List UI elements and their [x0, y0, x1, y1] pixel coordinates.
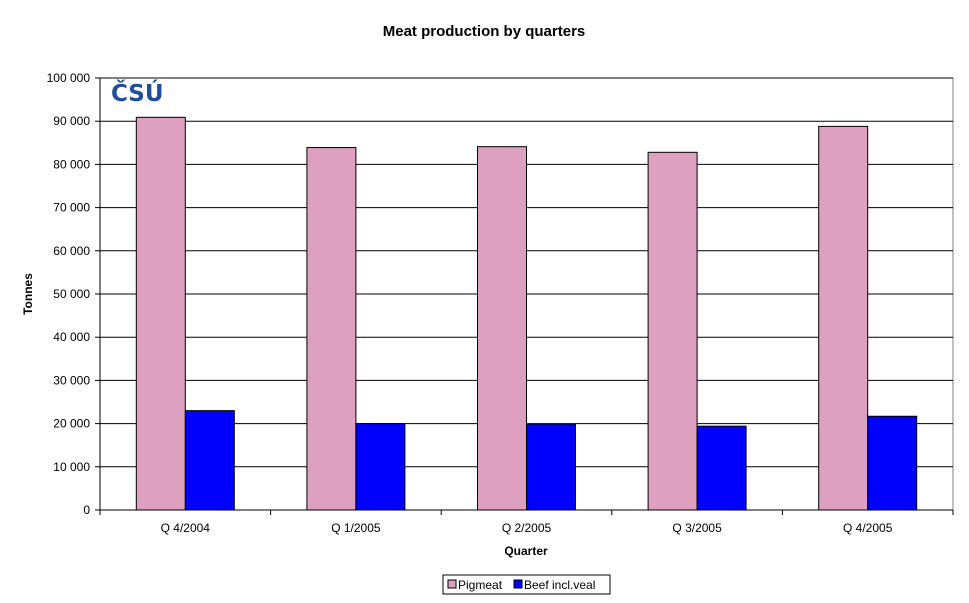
- bar-pigmeat: [306, 147, 357, 511]
- bar-beef-incl-veal: [526, 423, 576, 511]
- y-tick-label: 30 000: [53, 373, 90, 387]
- y-tick-label: 100 000: [47, 71, 91, 85]
- x-axis-title: Quarter: [504, 544, 548, 558]
- bar-pigmeat: [647, 151, 698, 511]
- bar-beef-incl-veal: [355, 423, 406, 511]
- x-tick-label: Q 2/2005: [502, 521, 552, 535]
- legend-label-pigmeat: Pigmeat: [458, 578, 503, 592]
- y-tick-label: 90 000: [53, 114, 90, 128]
- bar-pigmeat: [477, 146, 527, 511]
- gridlines: [100, 77, 953, 468]
- y-tick-label: 40 000: [53, 330, 90, 344]
- y-tick-label: 0: [83, 503, 90, 517]
- y-tick-label: 60 000: [53, 244, 90, 258]
- legend-label-beef: Beef incl.veal: [524, 578, 595, 592]
- x-tick-label: Q 3/2005: [672, 521, 722, 535]
- csu-logo: ČSÚ: [111, 79, 164, 107]
- bar-beef-incl-veal: [867, 415, 918, 511]
- x-tick-label: Q 4/2004: [161, 521, 211, 535]
- chart-title: Meat production by quarters: [383, 23, 586, 40]
- y-axis-title: Tonnes: [21, 273, 35, 315]
- bar-beef-incl-veal: [184, 410, 235, 511]
- legend-swatch-pigmeat: [447, 579, 457, 589]
- y-tick-label: 70 000: [53, 201, 90, 215]
- y-tick-label: 20 000: [53, 417, 90, 431]
- bar-pigmeat: [818, 125, 869, 511]
- x-axis-ticks: Q 4/2004 Q 1/2005 Q 2/2005 Q 3/2005 Q 4/2005: [99, 510, 954, 535]
- bar-beef-incl-veal: [696, 425, 747, 511]
- y-tick-label: 10 000: [53, 460, 90, 474]
- x-tick-label: Q 4/2005: [843, 521, 893, 535]
- legend-frame: [442, 574, 611, 595]
- bar-pigmeat: [135, 116, 186, 511]
- x-tick-label: Q 1/2005: [331, 521, 381, 535]
- y-tick-label: 50 000: [53, 287, 90, 301]
- y-axis-ticks: 0 10 000 20 000 30 000 40 000 50 000 60 000 70 …: [47, 71, 100, 517]
- legend: Pigmeat Beef incl.veal: [442, 574, 611, 595]
- y-tick-label: 80 000: [53, 157, 90, 171]
- legend-swatch-beef: [513, 579, 523, 589]
